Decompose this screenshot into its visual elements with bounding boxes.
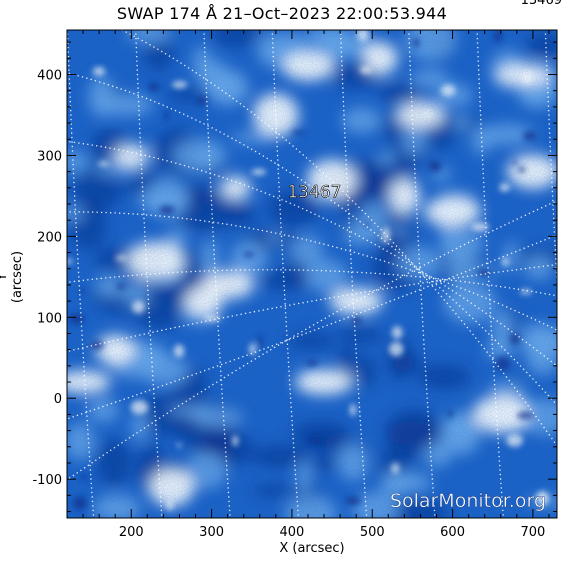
y-tick-label: 400 <box>37 69 62 84</box>
y-tick-label: 200 <box>37 230 62 245</box>
x-tick-label: 200 <box>119 525 144 540</box>
axis-ticks: 200 300 400 500 600 700 -100 0 100 200 300 400 <box>32 30 557 540</box>
y-tick-label: 0 <box>54 392 62 407</box>
coordinate-grid <box>67 30 557 518</box>
y-tick-label: 300 <box>37 149 62 164</box>
watermark: SolarMonitor.org <box>390 490 546 512</box>
chart-title: SWAP 174 Å 21–Oct–2023 22:00:53.944 <box>116 4 448 23</box>
x-tick-label: 700 <box>520 525 545 540</box>
x-tick-label: 400 <box>280 525 305 540</box>
y-tick-label: 100 <box>37 311 62 326</box>
y-tick-label: -100 <box>32 473 62 488</box>
x-tick-label: 300 <box>199 525 224 540</box>
region-label-13467: 13467 <box>287 183 341 203</box>
euv-image <box>67 30 557 518</box>
x-tick-label: 500 <box>360 525 385 540</box>
plot-frame <box>66 29 558 519</box>
corner-region-label: 13469 <box>520 0 562 8</box>
x-tick-label: 600 <box>440 525 465 540</box>
x-axis-label: X (arcsec) <box>279 541 345 556</box>
